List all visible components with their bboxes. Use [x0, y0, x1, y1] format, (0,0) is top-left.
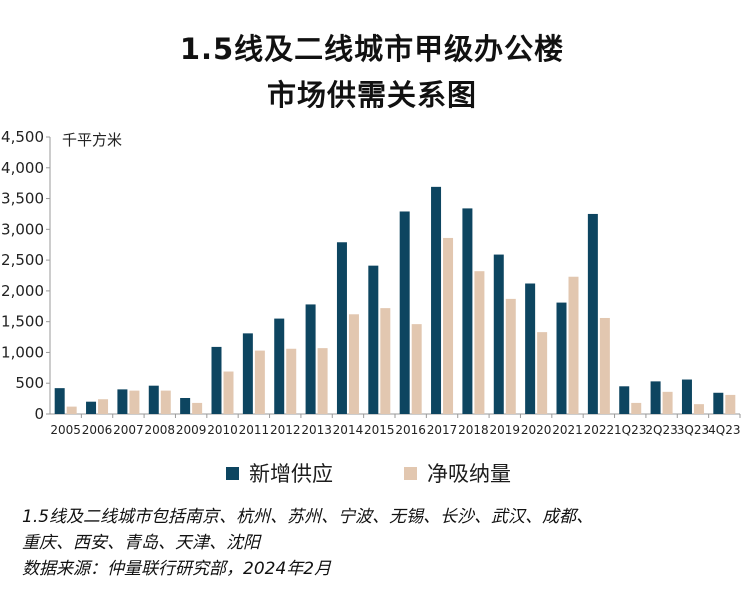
bar-supply	[148, 385, 159, 414]
bar-absorption	[474, 271, 485, 414]
bar-absorption	[662, 391, 673, 414]
bar-supply	[180, 397, 191, 414]
bar-supply	[86, 401, 97, 414]
bar-absorption	[631, 402, 642, 414]
x-tick-label: 2010	[207, 423, 238, 437]
bar-absorption	[98, 399, 109, 414]
bar-supply	[305, 304, 316, 414]
x-tick-label: 2021	[552, 423, 583, 437]
bar-supply	[493, 254, 504, 414]
x-tick-label: 2006	[82, 423, 113, 437]
bar-absorption	[129, 390, 140, 414]
bar-supply	[368, 265, 379, 414]
bar-absorption	[223, 371, 234, 414]
y-tick-label: 4,000	[1, 159, 44, 177]
y-tick-label: 2,000	[1, 282, 44, 300]
bar-supply	[399, 211, 410, 414]
x-tick-label: 2018	[458, 423, 489, 437]
chart-title-line2: 市场供需关系图	[266, 78, 477, 112]
bar-absorption	[160, 390, 171, 414]
bar-absorption	[693, 404, 704, 414]
bar-supply	[462, 208, 473, 414]
x-tick-label: 2008	[144, 423, 175, 437]
legend-swatch-absorption	[404, 466, 417, 480]
bar-supply	[681, 379, 692, 414]
bar-absorption	[443, 237, 454, 414]
bar-absorption	[380, 308, 391, 414]
y-tick-label: 1,000	[1, 343, 44, 361]
x-tick-label: 2012	[270, 423, 301, 437]
y-tick-label: 1,500	[1, 313, 44, 331]
legend-label-supply: 新增供应	[249, 462, 333, 486]
legend-item-supply: 新增供应	[226, 458, 333, 488]
bar-supply	[336, 242, 347, 414]
bar-absorption	[317, 348, 328, 414]
y-tick-label: 2,500	[1, 251, 44, 269]
x-tick-label: 4Q23	[708, 423, 740, 437]
bar-absorption	[286, 348, 297, 414]
bar-absorption	[568, 276, 579, 414]
bar-supply	[211, 346, 222, 414]
bar-absorption	[254, 350, 265, 414]
footnote-cities-line1: 1.5线及二线城市包括南京、杭州、苏州、宁波、无锡、长沙、武汉、成都、	[22, 507, 594, 527]
bar-supply	[274, 318, 285, 414]
x-tick-label: 2014	[333, 423, 364, 437]
x-tick-label: 2019	[489, 423, 520, 437]
bar-absorption	[599, 317, 610, 414]
chart-legend: 新增供应 净吸纳量	[0, 458, 744, 486]
bar-supply	[556, 302, 567, 414]
x-tick-label: 2009	[176, 423, 207, 437]
bar-chart: 0 500 1,000 1,500 2,000 2,500 3,000 3,500 4,000 4…	[1, 128, 741, 437]
x-tick-label: 3Q23	[677, 423, 709, 437]
bar-supply	[242, 333, 253, 414]
y-tick-label: 4,500	[1, 128, 44, 146]
x-tick-label: 2017	[427, 423, 458, 437]
footnote-cities-line2: 重庆、西安、青岛、天津、沈阳	[22, 533, 260, 553]
chart-title-line1: 1.5线及二线城市甲级办公楼	[179, 32, 565, 66]
x-tick-label: 2011	[239, 423, 270, 437]
bar-supply	[713, 392, 724, 414]
y-tick-label: 0	[34, 405, 44, 423]
footnote-source: 数据来源：仲量联行研究部，2024年2月	[22, 559, 332, 579]
bar-absorption	[348, 314, 359, 414]
y-tick-label: 3,000	[1, 220, 44, 238]
x-tick-label: 2Q23	[645, 423, 677, 437]
bar-supply	[54, 388, 65, 414]
legend-item-absorption: 净吸纳量	[404, 458, 511, 488]
x-tick-label: 2005	[50, 423, 81, 437]
bar-supply	[587, 213, 598, 414]
bar-supply	[525, 283, 536, 414]
x-tick-label: 2020	[521, 423, 552, 437]
bar-absorption	[537, 332, 548, 414]
bar-supply	[117, 389, 128, 414]
bar-supply	[619, 386, 630, 414]
x-tick-label: 2022	[584, 423, 615, 437]
x-tick-label: 2013	[301, 423, 332, 437]
y-tick-label: 3,500	[1, 190, 44, 208]
bar-absorption	[192, 402, 203, 414]
x-tick-label: 1Q23	[614, 423, 646, 437]
legend-label-absorption: 净吸纳量	[427, 462, 511, 486]
x-tick-label: 2015	[364, 423, 395, 437]
x-tick-label: 2007	[113, 423, 144, 437]
y-axis-unit-label: 千平方米	[62, 131, 122, 149]
legend-swatch-supply	[226, 466, 239, 480]
bar-absorption	[411, 324, 422, 414]
bar-absorption	[505, 298, 516, 414]
x-tick-label: 2016	[395, 423, 426, 437]
bar-supply	[431, 186, 442, 414]
bar-absorption	[725, 394, 736, 414]
bar-absorption	[66, 406, 77, 414]
bar-supply	[650, 381, 661, 414]
y-tick-label: 500	[15, 374, 44, 392]
